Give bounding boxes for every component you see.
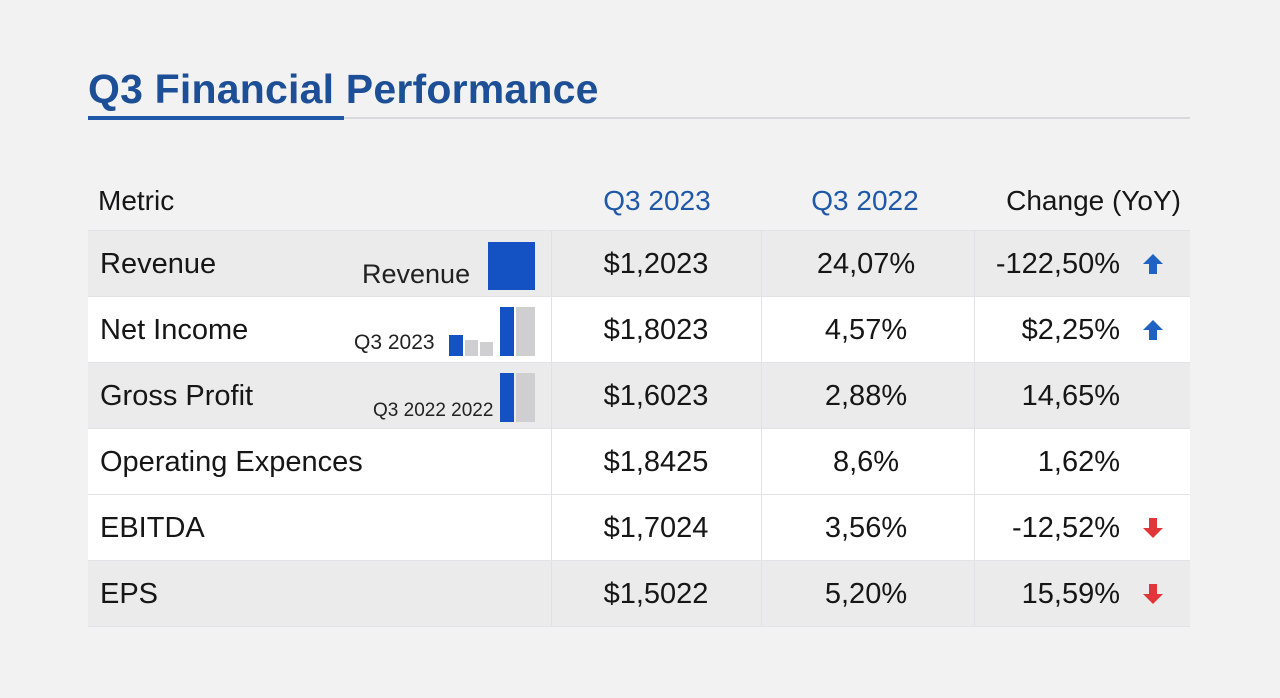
change-value: -122,50% [995,248,1120,280]
metric-name: Gross Profit [100,380,254,412]
metric-name: Net Income [100,314,249,346]
q3-2023-value: $1,6023 [603,380,709,412]
inline-chart-label: Q3 2022 2022 [373,400,494,421]
change-value: 1,62% [1037,446,1120,478]
change-value: $2,25% [1021,314,1120,346]
table-row-gross-profit: Gross Profit Q3 2022 2022 $1,6023 2,88% … [88,362,1190,428]
title-divider [88,117,1190,119]
table-row-eps: EPS $1,5022 5,20% 15,59% [88,560,1190,627]
q3-2023-value: $1,7024 [603,512,709,544]
table-row-ebitda: EBITDA $1,7024 3,56% -12,52% [88,494,1190,560]
metric-name: Operating Expences [100,446,363,478]
inline-chart-label: Revenue [362,259,471,289]
title-accent-underline [88,116,344,120]
q3-2022-value: 5,20% [824,578,908,610]
q3-2023-value: $1,5022 [603,578,709,610]
q3-2023-value: $1,8425 [603,446,709,478]
q3-2022-value: 4,57% [824,314,908,346]
header-change-yoy: Change (YoY) [1006,185,1181,216]
q3-2022-value: 2,88% [824,380,908,412]
header-metric: Metric [98,185,175,216]
inline-bar [480,342,493,356]
table-header: Metric Q3 2023 Q3 2022 Change (YoY) [88,172,1190,230]
table-row-operating-expences: Operating Expences $1,8425 8,6% 1,62% [88,428,1190,494]
financial-table: Metric Q3 2023 Q3 2022 Change (YoY) Reve… [88,172,1190,627]
page-title: Q3 Financial Performance [88,66,599,112]
inline-bar [516,373,535,422]
metric-name: EPS [100,578,159,610]
inline-chart-label: Q3 2023 [354,331,435,354]
title-section: Q3 Financial Performance [88,62,1190,122]
q3-2022-value: 24,07% [816,248,916,280]
change-value: 14,65% [1021,380,1120,412]
q3-2022-value: 3,56% [824,512,908,544]
trend-up-arrow-icon [1143,320,1163,340]
table-row-revenue: Revenue Revenue $1,2023 24,07% -122,50% [88,230,1190,296]
header-q3-2022: Q3 2022 [811,185,919,216]
change-value: 15,59% [1021,578,1120,610]
q3-2023-value: $1,2023 [603,248,709,280]
inline-bar [465,340,478,356]
inline-bar [488,242,535,290]
header-q3-2023: Q3 2023 [603,185,711,216]
change-value: -12,52% [1011,512,1120,544]
inline-bar [449,335,463,356]
inline-bar [500,307,514,356]
trend-down-arrow-icon [1143,518,1163,538]
metric-name: EBITDA [100,512,205,544]
metric-name: Revenue [100,248,217,280]
inline-bar [500,373,514,422]
trend-up-arrow-icon [1143,254,1163,274]
inline-bar [516,307,535,356]
table-row-net-income: Net Income Q3 2023 $1,8023 4,57% $2,25% [88,296,1190,362]
q3-2022-value: 8,6% [832,446,900,478]
q3-2023-value: $1,8023 [603,314,709,346]
trend-down-arrow-icon [1143,584,1163,604]
